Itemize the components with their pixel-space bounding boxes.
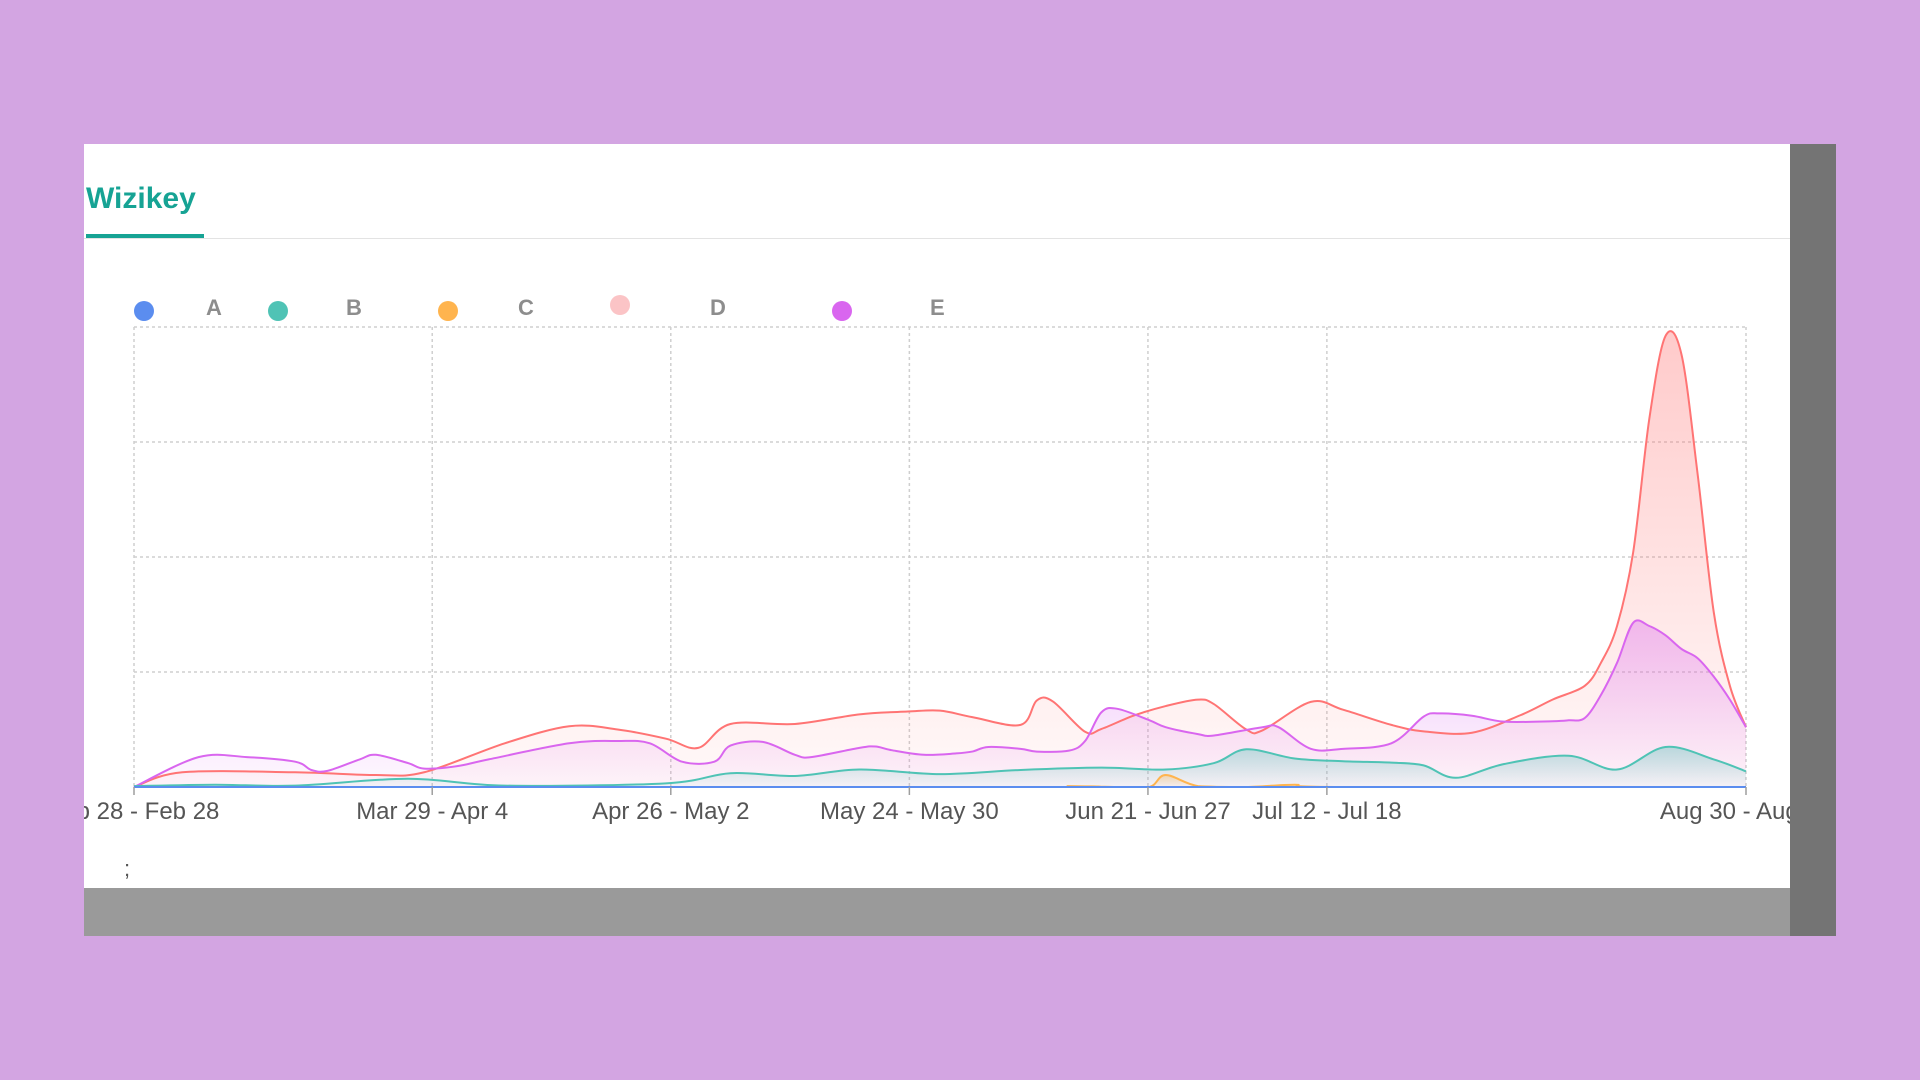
series-line-d[interactable]: [133, 330, 1747, 788]
series-area-d: [134, 331, 1746, 787]
chart-areas: [134, 331, 1746, 787]
x-tick-label: Apr 26 - May 2: [592, 798, 749, 825]
legend-label-c: C: [518, 295, 534, 320]
legend-label-a: A: [206, 295, 222, 320]
x-tick-label: Jun 21 - Jun 27: [1065, 798, 1230, 825]
series-area-b: [134, 746, 1746, 787]
legend-dot-b: [268, 301, 288, 321]
legend-dot-e: [832, 301, 852, 321]
legend-label-e: E: [930, 295, 945, 320]
chart-lines: [133, 330, 1747, 789]
tab-divider: [84, 238, 1790, 239]
legend-dot-a: [134, 301, 154, 321]
tab-label: Wizikey: [86, 182, 196, 215]
tab-wizikey[interactable]: Wizikey: [86, 162, 204, 238]
vertical-scrollbar[interactable]: [1790, 144, 1836, 936]
series-line-b[interactable]: [133, 745, 1747, 788]
area-chart: Feb 28 - Feb 28 Mar 29 - Apr 4 Apr 26 - Ma…: [84, 326, 1790, 825]
x-tick-label: May 24 - May 30: [820, 798, 999, 825]
x-tick-label: Feb 28 - Feb 28: [84, 798, 219, 825]
x-tick-label: Mar 29 - Apr 4: [356, 798, 508, 825]
series-line-e[interactable]: [133, 619, 1747, 788]
chart-panel: Wizikey A B C D E Feb 28 - Feb 28 Mar 29 - Ap…: [84, 144, 1790, 888]
chart-x-ticks: Feb 28 - Feb 28 Mar 29 - Apr 4 Apr 26 - Ma…: [84, 787, 1790, 825]
legend-label-b: B: [346, 295, 362, 320]
stray-text: ;: [124, 856, 131, 881]
legend-label-d: D: [710, 295, 726, 320]
series-area-e: [134, 620, 1746, 787]
legend-dot-d: [610, 295, 630, 315]
x-tick-label: Aug 30 - Aug 31: [1660, 798, 1790, 825]
horizontal-scrollbar[interactable]: [84, 888, 1790, 936]
x-tick-label: Jul 12 - Jul 18: [1252, 798, 1401, 825]
legend-dot-c: [438, 301, 458, 321]
